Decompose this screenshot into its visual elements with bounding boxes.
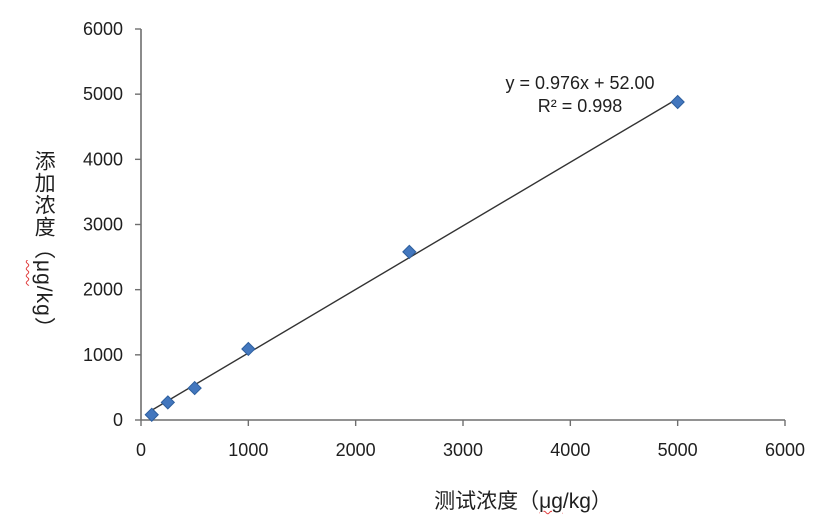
y-tick-label: 2000 xyxy=(83,280,123,300)
y-tick-label: 1000 xyxy=(83,345,123,365)
y-tick-label: 6000 xyxy=(83,19,123,39)
data-point xyxy=(160,395,176,410)
r-squared-value: R² = 0.998 xyxy=(537,96,623,116)
x-axis-title-unit-spellcheck: μg xyxy=(539,490,563,513)
x-axis-title: 测试浓度（μg/kg） xyxy=(373,485,673,515)
trendline xyxy=(151,97,679,411)
y-tick-label: 3000 xyxy=(83,215,123,235)
data-point xyxy=(187,380,202,396)
y-tick-label: 4000 xyxy=(83,149,123,169)
data-point xyxy=(670,94,685,110)
x-tick-label: 0 xyxy=(136,440,146,460)
x-tick-label: 6000 xyxy=(765,440,805,460)
y-tick-label: 0 xyxy=(113,410,123,430)
y-axis-title-suffix: /kg） xyxy=(32,285,56,339)
x-tick-label: 1000 xyxy=(228,440,268,460)
x-axis-title-suffix: /kg） xyxy=(562,490,612,513)
y-axis-title-prefix: 添加浓度（ xyxy=(32,150,56,260)
x-axis-title-prefix: 测试浓度（ xyxy=(434,490,540,513)
x-tick-label: 5000 xyxy=(658,440,698,460)
trendline-equation: y = 0.976x + 52.00 xyxy=(505,73,655,93)
data-point xyxy=(241,341,256,357)
x-tick-label: 2000 xyxy=(336,440,376,460)
x-tick-label: 3000 xyxy=(443,440,483,460)
data-point xyxy=(144,407,159,422)
data-point xyxy=(402,244,417,260)
y-axis-title-unit-spellcheck: μg xyxy=(32,260,56,286)
trendline-annotation: y = 0.976x + 52.00 R² = 0.998 xyxy=(470,72,690,118)
x-tick-label: 4000 xyxy=(550,440,590,460)
y-tick-label: 5000 xyxy=(83,84,123,104)
y-axis-title: 添加浓度（μg/kg） xyxy=(31,150,55,339)
